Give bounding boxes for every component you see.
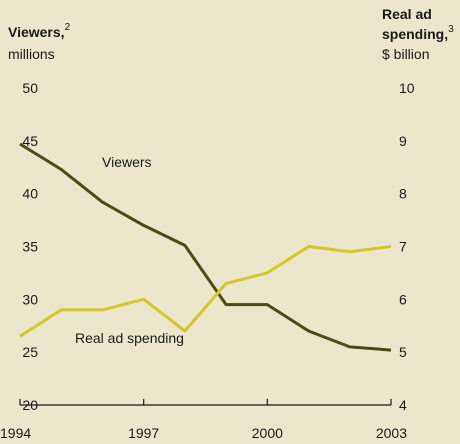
right-axis-title-line1: Real ad	[382, 6, 432, 22]
right-tick-label: 10	[399, 80, 415, 96]
series-label-viewers: Viewers	[102, 154, 152, 170]
right-tick-label: 8	[399, 186, 407, 202]
chart-axes	[19, 399, 392, 406]
left-tick-label: 35	[22, 239, 38, 255]
right-tick-label: 9	[399, 133, 407, 149]
series-line-real-ad-spending	[19, 245, 392, 338]
left-tick-label: 30	[22, 291, 38, 307]
chart-lines	[19, 142, 392, 352]
x-tick-label: 2000	[252, 425, 283, 441]
left-tick-label: 50	[22, 80, 38, 96]
right-axis-title-line2: spending,3	[382, 24, 454, 42]
left-axis-unit: millions	[8, 46, 55, 62]
left-tick-label: 25	[22, 344, 38, 360]
series-label-real-ad-spending: Real ad spending	[75, 330, 184, 346]
left-tick-label: 20	[22, 397, 38, 413]
left-axis-title: Viewers,2	[8, 22, 71, 40]
x-tick-label: 1997	[128, 425, 159, 441]
right-tick-label: 5	[399, 344, 407, 360]
right-axis-unit: $ billion	[382, 46, 430, 62]
left-tick-label: 45	[22, 133, 38, 149]
right-tick-label: 6	[399, 291, 407, 307]
chart-labels: 1994 1997 2000 20032025303540455045678910Vi…	[0, 80, 415, 441]
x-tick-label: 2003	[376, 425, 407, 441]
right-tick-label: 7	[399, 239, 407, 255]
x-tick-label: 1994	[0, 425, 31, 441]
series-line-viewers	[19, 142, 392, 352]
right-tick-label: 4	[399, 397, 407, 413]
left-tick-label: 40	[22, 186, 38, 202]
